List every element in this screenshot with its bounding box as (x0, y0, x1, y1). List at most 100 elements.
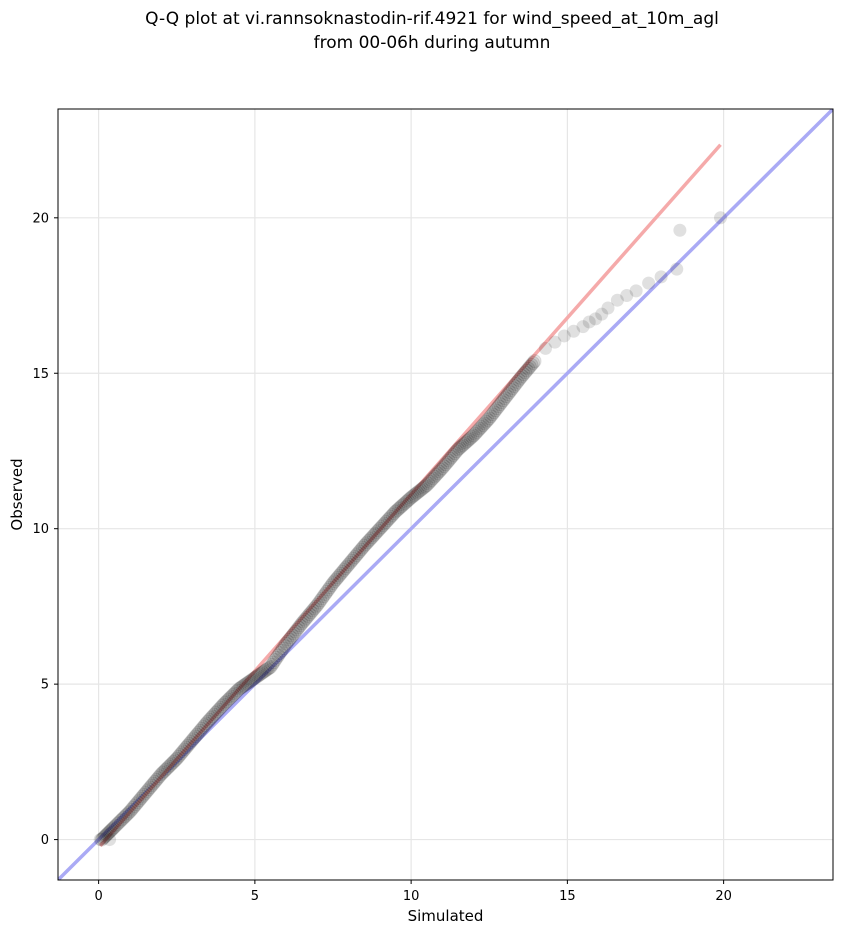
qq-point-121 (280, 634, 295, 649)
qq-point-195 (396, 497, 411, 512)
qq-point-23 (127, 799, 142, 814)
qq-point-166 (351, 546, 365, 561)
qq-point-200 (404, 490, 419, 505)
qq-point-19 (121, 806, 136, 821)
qq-point-180 (372, 521, 387, 536)
qq-point-211 (421, 476, 436, 491)
qq-point-275 (521, 361, 536, 376)
qq-point-216 (429, 467, 444, 482)
qq-point-58 (182, 736, 197, 751)
qq-point-27 (133, 791, 148, 806)
qq-point-223 (440, 455, 455, 470)
qq-point-264 (504, 383, 519, 398)
y-tick-label-3: 15 (32, 367, 49, 382)
qq-point-61 (186, 731, 201, 746)
qq-point-32 (141, 782, 156, 797)
qq-point-55 (177, 742, 192, 757)
qq-point-173 (361, 533, 376, 548)
qq-point-139 (308, 599, 323, 614)
qq-point-64 (191, 725, 206, 740)
qq-point-89 (230, 683, 245, 698)
qq-point-128 (291, 620, 306, 635)
qq-point-229 (449, 444, 464, 459)
qq-point-18 (119, 807, 134, 822)
tail-point-9 (595, 307, 609, 321)
qq-point-156 (335, 564, 350, 579)
qq-point-212 (422, 474, 437, 489)
tail-point-2 (539, 341, 552, 355)
qq-point-68 (197, 718, 212, 733)
qq-point-28 (135, 789, 150, 804)
identity-line (58, 109, 833, 880)
qq-point-151 (327, 574, 342, 589)
qq-point-126 (288, 624, 303, 639)
qq-point-147 (321, 582, 336, 597)
qq-point-184 (379, 514, 394, 529)
qq-point-176 (366, 528, 381, 543)
qq-point-49 (168, 753, 183, 768)
qq-point-15 (115, 812, 130, 827)
qq-point-9 (106, 821, 120, 836)
qq-point-67 (196, 720, 211, 735)
qq-point-75 (208, 705, 223, 720)
qq-point-271 (515, 369, 530, 384)
plot-frame (57, 108, 834, 881)
qq-point-143 (315, 591, 330, 606)
tail-point-11 (610, 293, 624, 307)
qq-point-35 (146, 776, 161, 791)
qq-point-159 (340, 559, 355, 574)
chart-title-line-2: from 00-06h during autumn (314, 33, 551, 53)
qq-point-178 (369, 525, 384, 540)
qq-point-183 (377, 516, 392, 531)
qq-point-204 (410, 485, 425, 500)
tail-point-7 (582, 315, 596, 329)
qq-point-226 (444, 449, 459, 464)
qq-point-144 (316, 589, 331, 604)
qq-point-258 (494, 395, 509, 410)
tail-point-10 (601, 301, 615, 315)
qq-point-95 (240, 676, 255, 691)
qq-point-182 (376, 518, 390, 533)
qq-point-242 (469, 425, 484, 440)
qq-point-194 (394, 499, 409, 514)
qq-point-253 (486, 405, 501, 420)
qq-point-160 (341, 557, 356, 572)
qq-point-267 (508, 376, 523, 391)
qq-point-39 (152, 769, 167, 784)
qq-point-234 (457, 436, 472, 451)
qq-point-106 (257, 664, 272, 679)
qq-point-60 (185, 733, 200, 748)
qq-point-263 (502, 385, 517, 400)
qq-point-123 (283, 630, 298, 645)
qq-point-244 (472, 421, 487, 436)
qq-point-1 (96, 831, 110, 846)
qq-point-141 (311, 595, 326, 610)
qq-point-131 (296, 614, 311, 629)
qq-point-181 (374, 519, 389, 534)
data-points (93, 211, 727, 847)
x-tick-label-4: 20 (715, 889, 732, 904)
qq-point-80 (216, 697, 231, 712)
qq-point-111 (265, 657, 280, 672)
qq-point-149 (324, 578, 339, 593)
qq-point-145 (318, 586, 333, 601)
qq-point-265 (505, 381, 520, 396)
qq-point-196 (397, 496, 412, 511)
qq-point-101 (249, 669, 264, 684)
qq-point-115 (271, 648, 286, 663)
qq-point-10 (107, 820, 122, 835)
qq-point-8 (104, 822, 119, 837)
qq-point-47 (165, 756, 180, 771)
qq-point-239 (465, 429, 480, 444)
qq-point-109 (261, 661, 276, 676)
qq-point-158 (338, 561, 353, 576)
qq-point-119 (277, 639, 292, 654)
qq-point-57 (180, 738, 195, 753)
qq-point-245 (474, 419, 489, 434)
qq-point-20 (122, 804, 137, 819)
qq-point-199 (402, 492, 417, 507)
qq-point-86 (226, 688, 240, 703)
qq-point-164 (347, 549, 362, 564)
qq-point-122 (282, 632, 297, 647)
qq-point-53 (174, 746, 189, 761)
